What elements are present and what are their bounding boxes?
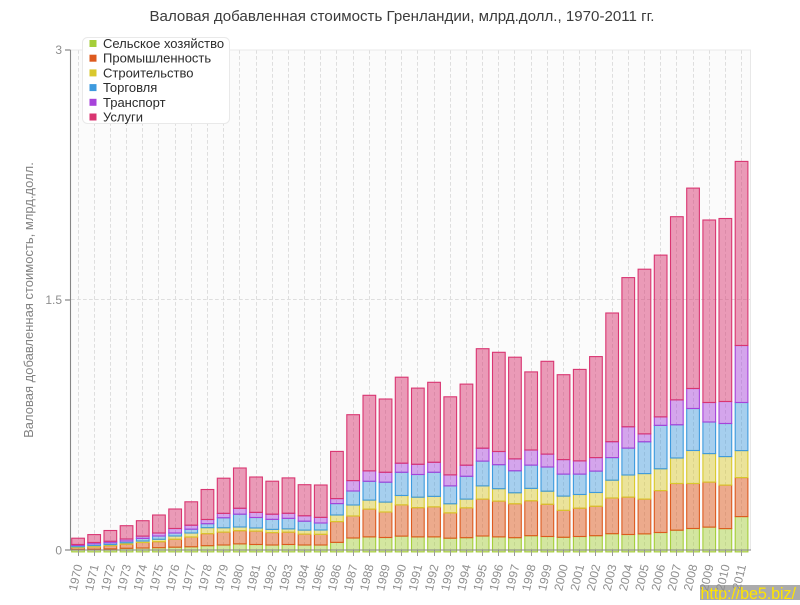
svg-text:1998: 1998	[519, 563, 539, 592]
svg-text:1971: 1971	[82, 563, 102, 592]
svg-text:2005: 2005	[632, 563, 652, 592]
svg-text:2001: 2001	[567, 563, 587, 592]
svg-text:1988: 1988	[357, 563, 377, 592]
svg-text:http://be5.biz/: http://be5.biz/	[701, 585, 797, 600]
svg-text:2008: 2008	[681, 563, 701, 592]
svg-text:Транспорт: Транспорт	[103, 95, 166, 110]
svg-text:Валовая добавленная стоимость: Валовая добавленная стоимость Гренландии…	[149, 8, 654, 25]
svg-text:3: 3	[55, 43, 62, 57]
svg-text:0: 0	[55, 543, 62, 557]
svg-text:1977: 1977	[179, 563, 199, 592]
svg-text:Строительство: Строительство	[103, 65, 193, 80]
svg-text:1993: 1993	[438, 563, 458, 592]
svg-text:1990: 1990	[389, 563, 409, 592]
svg-text:1978: 1978	[195, 563, 215, 592]
svg-text:2002: 2002	[584, 563, 604, 592]
svg-text:2000: 2000	[551, 563, 571, 592]
svg-text:1999: 1999	[535, 563, 555, 592]
svg-text:1.5: 1.5	[45, 293, 62, 307]
svg-text:1981: 1981	[244, 563, 264, 592]
svg-text:2011: 2011	[730, 563, 750, 592]
svg-text:Валовая добавленная стоимость,: Валовая добавленная стоимость, млрд.долл…	[21, 162, 36, 438]
svg-text:Услуги: Услуги	[103, 110, 143, 125]
svg-text:2010: 2010	[713, 563, 733, 592]
svg-text:1982: 1982	[260, 563, 280, 592]
svg-text:2006: 2006	[648, 563, 668, 592]
svg-text:1983: 1983	[276, 563, 296, 592]
svg-text:Сельское хозяйство: Сельское хозяйство	[103, 36, 224, 51]
svg-text:2003: 2003	[600, 563, 620, 592]
svg-text:1997: 1997	[503, 563, 523, 592]
svg-text:Промышленность: Промышленность	[103, 51, 211, 66]
svg-text:2004: 2004	[616, 563, 636, 592]
svg-text:1976: 1976	[163, 563, 183, 592]
svg-text:1984: 1984	[292, 563, 312, 592]
svg-text:Торговля: Торговля	[103, 80, 157, 95]
svg-text:1973: 1973	[114, 563, 134, 592]
svg-text:1970: 1970	[66, 563, 86, 592]
svg-text:1989: 1989	[373, 563, 393, 592]
svg-text:1991: 1991	[406, 563, 426, 592]
svg-text:1980: 1980	[228, 563, 248, 592]
svg-text:2007: 2007	[665, 563, 685, 592]
svg-text:1987: 1987	[341, 563, 361, 592]
svg-text:1975: 1975	[147, 563, 167, 592]
svg-text:1972: 1972	[98, 563, 118, 592]
svg-text:1985: 1985	[309, 563, 329, 592]
svg-text:1994: 1994	[454, 563, 474, 592]
svg-text:1986: 1986	[325, 563, 345, 592]
svg-text:1979: 1979	[211, 563, 231, 592]
svg-text:1996: 1996	[487, 563, 507, 592]
svg-text:1995: 1995	[470, 563, 490, 592]
svg-text:1974: 1974	[130, 563, 150, 592]
svg-text:2009: 2009	[697, 563, 717, 592]
svg-text:1992: 1992	[422, 563, 442, 592]
